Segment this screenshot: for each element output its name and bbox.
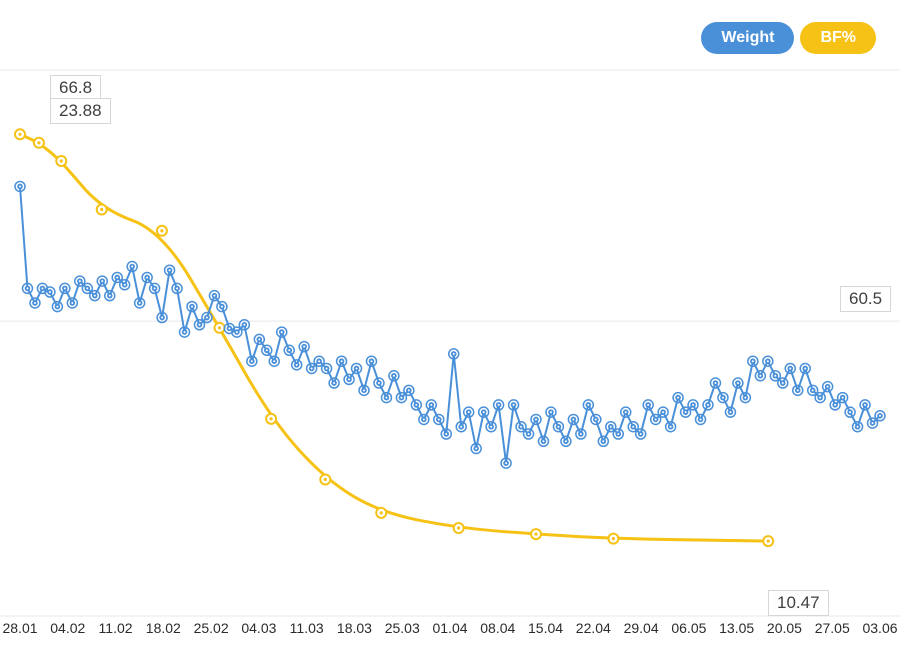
x-tick: 27.05 (815, 620, 850, 636)
x-tick: 15.04 (528, 620, 563, 636)
x-tick: 11.03 (290, 620, 324, 636)
x-tick: 22.04 (576, 620, 611, 636)
x-tick: 01.04 (432, 620, 467, 636)
x-tick: 11.02 (99, 620, 133, 636)
bf-series (15, 129, 773, 546)
x-tick: 20.05 (767, 620, 802, 636)
x-tick: 06.05 (671, 620, 706, 636)
x-tick: 18.02 (146, 620, 181, 636)
x-tick: 25.02 (194, 620, 229, 636)
x-tick: 29.04 (624, 620, 659, 636)
x-tick: 25.03 (385, 620, 420, 636)
bf-end-label: 10.47 (768, 590, 829, 616)
weight-end-label: 60.5 (840, 286, 891, 312)
x-tick: 04.03 (241, 620, 276, 636)
weight-series (15, 181, 885, 468)
bf-start-label: 23.88 (50, 98, 111, 124)
x-tick: 04.02 (50, 620, 85, 636)
x-tick: 08.04 (480, 620, 515, 636)
x-tick: 13.05 (719, 620, 754, 636)
chart-container: Weight BF% 66.8 23.88 60.5 10.47 28.0104… (0, 0, 900, 654)
x-tick: 18.03 (337, 620, 372, 636)
x-tick: 03.06 (862, 620, 897, 636)
x-tick: 28.01 (2, 620, 37, 636)
gridlines (0, 70, 900, 616)
chart-plot (0, 0, 900, 654)
